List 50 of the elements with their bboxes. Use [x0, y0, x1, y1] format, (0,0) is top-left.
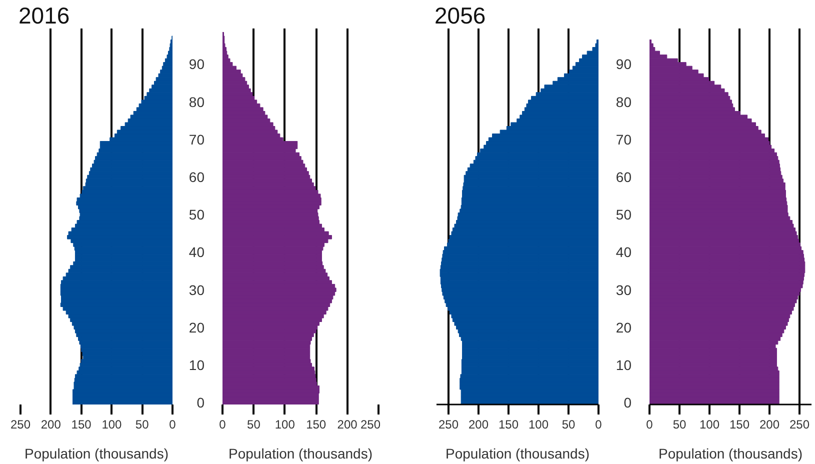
x-tick-label: 200 [40, 418, 62, 432]
y-tick-label: 70 [616, 131, 632, 148]
y-tick-label: 50 [616, 206, 632, 223]
y-tick-label: 40 [188, 244, 205, 260]
chart-title: 2016 [18, 2, 70, 28]
y-tick-label: 50 [188, 206, 205, 223]
x-tick-label: 200 [759, 418, 780, 432]
x-tick-label: 150 [71, 418, 92, 432]
x-axis-title: Population (thousands) [658, 446, 803, 462]
y-tick-label: 90 [616, 56, 632, 72]
y-tick-label: 90 [188, 56, 205, 72]
y-tick-label: 30 [616, 282, 632, 298]
y-tick-label: 60 [188, 169, 205, 186]
y-tick-label: 60 [616, 169, 632, 186]
x-tick-label: 0 [169, 418, 176, 432]
x-tick-label: 250 [360, 418, 381, 432]
x-tick-label: 100 [274, 418, 296, 432]
x-tick-label: 150 [498, 418, 519, 432]
x-tick-label: 0 [646, 418, 654, 432]
chart-title: 2056 [434, 2, 486, 28]
x-tick-label: 250 [789, 418, 810, 432]
y-tick-label: 10 [616, 357, 632, 374]
x-tick-label: 100 [528, 418, 549, 432]
x-tick-label: 50 [672, 418, 686, 432]
x-tick-label: 100 [699, 418, 720, 432]
x-tick-label: 200 [337, 418, 358, 432]
x-tick-label: 50 [247, 418, 261, 432]
y-tick-label: 80 [188, 94, 205, 110]
x-tick-label: 150 [729, 418, 750, 432]
y-tick-label: 20 [616, 319, 632, 336]
x-tick-label: 150 [306, 418, 326, 432]
y-tick-label: 30 [188, 282, 205, 298]
x-axis-title: Population (thousands) [228, 446, 373, 462]
y-tick-label: 0 [624, 394, 632, 411]
x-tick-label: 250 [10, 418, 31, 432]
x-tick-label: 0 [219, 418, 226, 432]
y-tick-label: 70 [188, 131, 205, 148]
y-tick-label: 80 [616, 94, 632, 110]
x-tick-label: 100 [102, 418, 122, 432]
x-axis-title: Population (thousands) [24, 446, 169, 462]
x-tick-label: 250 [438, 418, 459, 432]
x-tick-label: 0 [595, 418, 602, 432]
x-tick-label: 200 [468, 418, 489, 432]
y-tick-label: 10 [188, 357, 205, 374]
x-axis-title: Population (thousands) [446, 446, 590, 462]
y-tick-label: 40 [616, 244, 632, 260]
y-tick-label: 0 [196, 394, 205, 411]
x-tick-label: 50 [135, 418, 150, 432]
x-tick-label: 50 [562, 418, 576, 432]
y-tick-label: 20 [188, 319, 205, 336]
